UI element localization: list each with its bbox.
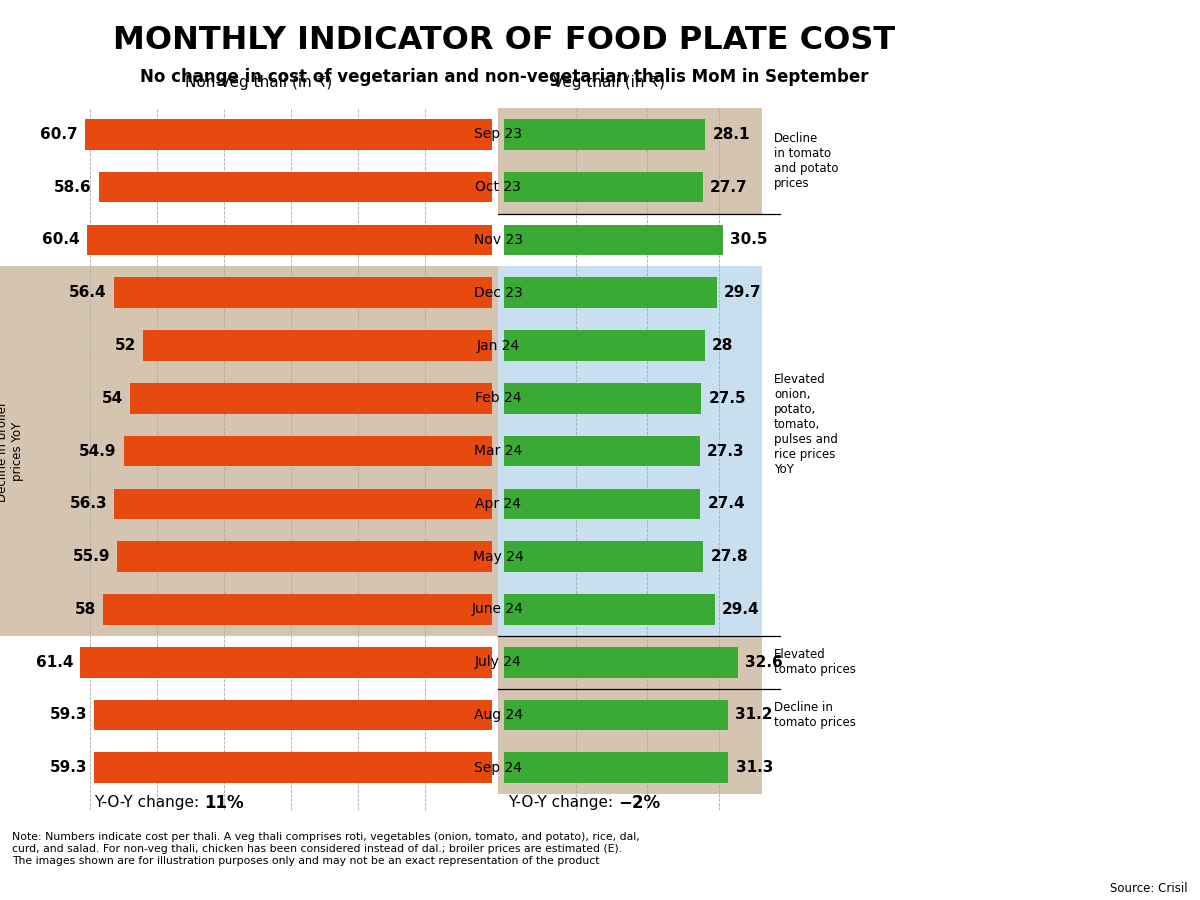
Text: 27.8: 27.8 <box>710 549 748 564</box>
Bar <box>504 699 727 730</box>
Text: 61.4: 61.4 <box>36 654 73 670</box>
Text: Feb 24: Feb 24 <box>475 392 521 405</box>
Text: 59.3: 59.3 <box>49 707 88 723</box>
Text: July 24: July 24 <box>475 655 521 670</box>
Bar <box>504 277 716 308</box>
Text: Aug 24: Aug 24 <box>474 708 522 722</box>
Text: May 24: May 24 <box>473 550 523 563</box>
Bar <box>103 594 492 625</box>
Text: 29.4: 29.4 <box>722 602 760 616</box>
Text: Oct 23: Oct 23 <box>475 180 521 194</box>
Text: 31.2: 31.2 <box>734 707 773 723</box>
Bar <box>100 172 492 202</box>
Text: 28.1: 28.1 <box>713 127 750 142</box>
Bar <box>498 635 762 794</box>
Text: Decline in broiler
prices YoY: Decline in broiler prices YoY <box>0 400 24 501</box>
Text: 31.3: 31.3 <box>736 760 773 775</box>
Bar <box>498 108 762 213</box>
Bar <box>0 266 504 635</box>
Text: Jan 24: Jan 24 <box>476 338 520 353</box>
Text: Sep 24: Sep 24 <box>474 760 522 775</box>
Text: 58: 58 <box>74 602 96 616</box>
Text: 30.5: 30.5 <box>730 232 767 248</box>
Text: Mar 24: Mar 24 <box>474 444 522 458</box>
Text: Elevated
onion,
potato,
tomato,
pulses and
rice prices
YoY: Elevated onion, potato, tomato, pulses a… <box>774 374 838 476</box>
Text: 58.6: 58.6 <box>54 180 92 194</box>
Text: 56.4: 56.4 <box>68 285 107 301</box>
Text: 27.5: 27.5 <box>708 391 746 406</box>
Text: 59.3: 59.3 <box>49 760 88 775</box>
Text: 54.9: 54.9 <box>79 444 116 459</box>
Bar <box>504 647 738 678</box>
Text: No change in cost of vegetarian and non-vegetarian thalis MoM in September: No change in cost of vegetarian and non-… <box>139 68 869 86</box>
Bar <box>114 277 492 308</box>
Text: 60.4: 60.4 <box>42 232 79 248</box>
Text: MONTHLY INDICATOR OF FOOD PLATE COST: MONTHLY INDICATOR OF FOOD PLATE COST <box>113 25 895 56</box>
Bar <box>504 330 704 361</box>
Text: 54: 54 <box>102 391 122 406</box>
Bar <box>498 266 762 635</box>
Text: 56.3: 56.3 <box>70 497 107 511</box>
Text: Dec 23: Dec 23 <box>474 285 522 300</box>
Bar <box>86 225 492 256</box>
Bar <box>80 647 492 678</box>
Text: 29.7: 29.7 <box>724 285 762 301</box>
Text: Apr 24: Apr 24 <box>475 497 521 511</box>
Text: Sep 23: Sep 23 <box>474 128 522 141</box>
Text: Veg thali (in ₹): Veg thali (in ₹) <box>553 76 665 91</box>
Text: Decline
in tomato
and potato
prices: Decline in tomato and potato prices <box>774 131 839 190</box>
Text: Decline in
tomato prices: Decline in tomato prices <box>774 701 856 729</box>
Text: 52: 52 <box>115 338 136 353</box>
Bar <box>114 489 492 519</box>
Bar <box>95 699 492 730</box>
Bar <box>504 436 700 466</box>
Bar <box>124 436 492 466</box>
Bar <box>504 383 701 414</box>
Bar <box>504 594 715 625</box>
Bar <box>95 752 492 783</box>
Bar <box>504 225 722 256</box>
Text: Elevated
tomato prices: Elevated tomato prices <box>774 648 856 676</box>
Text: Y-O-Y change:: Y-O-Y change: <box>94 796 204 810</box>
Text: Nov 23: Nov 23 <box>474 233 522 247</box>
Bar <box>130 383 492 414</box>
Bar <box>85 119 492 149</box>
Text: June 24: June 24 <box>472 602 524 616</box>
Text: −2%: −2% <box>618 794 660 812</box>
Text: 27.7: 27.7 <box>709 180 748 194</box>
Bar <box>143 330 492 361</box>
Bar <box>504 489 701 519</box>
Text: 27.3: 27.3 <box>707 444 744 459</box>
Text: 11%: 11% <box>204 794 244 812</box>
Bar <box>118 541 492 572</box>
Text: Y-O-Y change:: Y-O-Y change: <box>508 796 618 810</box>
Text: 28: 28 <box>712 338 733 353</box>
Text: Non-veg thali (in ₹): Non-veg thali (in ₹) <box>185 76 332 91</box>
Text: Source: Crisil: Source: Crisil <box>1110 883 1188 896</box>
Bar <box>504 119 706 149</box>
Text: Note: Numbers indicate cost per thali. A veg thali comprises roti, vegetables (o: Note: Numbers indicate cost per thali. A… <box>12 832 640 866</box>
Text: 60.7: 60.7 <box>40 127 78 142</box>
Text: 32.6: 32.6 <box>745 654 782 670</box>
Bar <box>504 541 703 572</box>
Text: 27.4: 27.4 <box>708 497 745 511</box>
Bar <box>504 172 702 202</box>
Text: 55.9: 55.9 <box>72 549 110 564</box>
Bar <box>504 752 728 783</box>
